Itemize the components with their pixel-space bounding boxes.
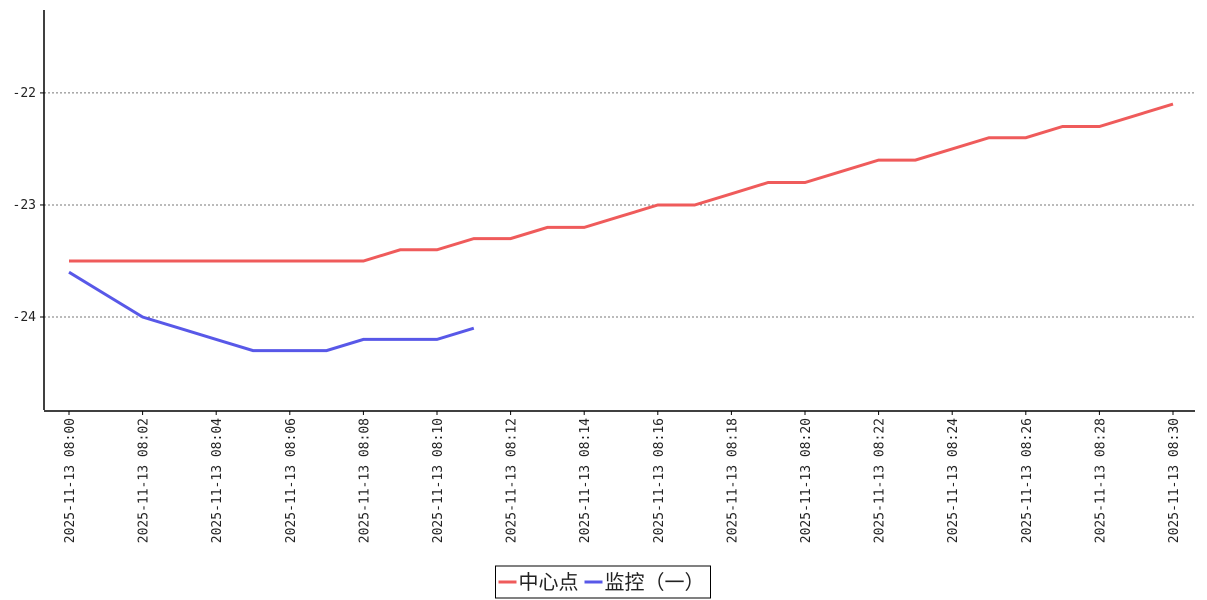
x-tick-label: 2025-11-13 08:12 <box>505 418 520 543</box>
x-tick-label: 2025-11-13 08:10 <box>431 418 446 543</box>
x-tick-label: 2025-11-13 08:22 <box>873 418 888 543</box>
x-tick-label: 2025-11-13 08:30 <box>1167 418 1182 543</box>
y-tick-label: -22 <box>13 86 36 101</box>
series-line <box>68 270 475 353</box>
legend: 中心点 监控（一） <box>495 565 711 599</box>
x-tick-label: 2025-11-13 08:08 <box>357 418 372 543</box>
x-tick-label: 2025-11-13 08:18 <box>725 418 740 543</box>
x-tick-label: 2025-11-13 08:02 <box>137 418 152 543</box>
series-line <box>69 102 1174 263</box>
y-tick-label: -23 <box>13 198 36 213</box>
legend-label: 中心点 <box>519 570 579 594</box>
x-tick-label: 2025-11-13 08:28 <box>1093 418 1108 543</box>
legend-label: 监控（一） <box>605 570 705 594</box>
x-tick-label: 2025-11-13 08:04 <box>210 418 225 543</box>
x-tick-label: 2025-11-13 08:24 <box>946 418 961 543</box>
x-tick-label: 2025-11-13 08:14 <box>578 418 593 543</box>
x-tick-label: 2025-11-13 08:00 <box>63 418 78 543</box>
x-tick-label: 2025-11-13 08:26 <box>1020 418 1035 543</box>
x-tick-label: 2025-11-13 08:16 <box>652 418 667 543</box>
x-tick-label: 2025-11-13 08:06 <box>284 418 299 543</box>
y-tick-label: -24 <box>13 310 37 325</box>
legend-box <box>495 565 711 599</box>
x-tick-label: 2025-11-13 08:20 <box>799 418 814 543</box>
